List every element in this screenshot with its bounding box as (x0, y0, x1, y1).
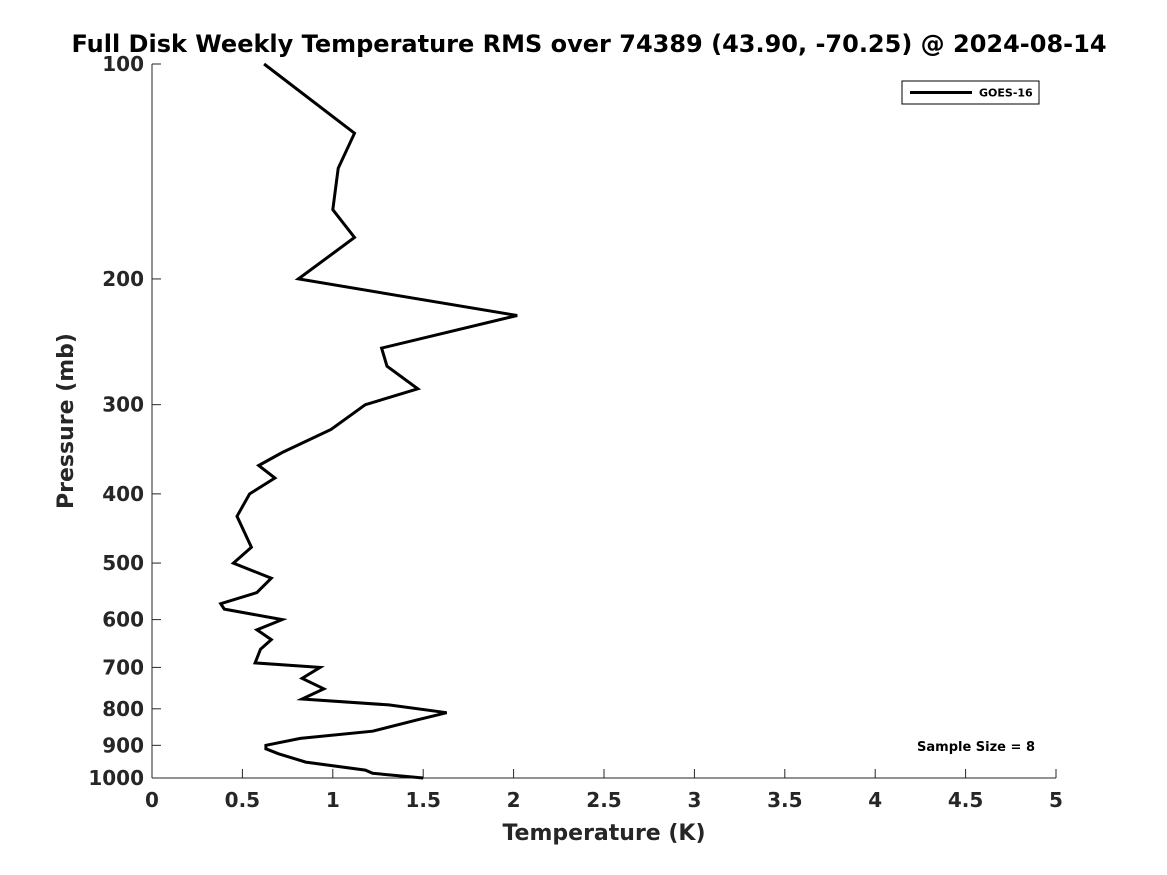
y-tick-label: 700 (102, 655, 144, 679)
x-tick-label: 2.5 (586, 788, 621, 812)
y-tick-label: 100 (102, 52, 144, 76)
x-tick-label: 2 (507, 788, 521, 812)
x-tick-label: 0 (145, 788, 159, 812)
chart-title: Full Disk Weekly Temperature RMS over 74… (71, 30, 1106, 58)
y-tick-label: 300 (102, 393, 144, 417)
x-tick-label: 1.5 (405, 788, 440, 812)
y-axis-label: Pressure (mb) (54, 333, 79, 509)
sample-size-annotation: Sample Size = 8 (917, 740, 1035, 755)
y-tick-label: 200 (102, 267, 144, 291)
legend: GOES-16 (901, 80, 1040, 105)
y-tick-label: 900 (102, 733, 144, 757)
x-tick-label: 0.5 (225, 788, 260, 812)
legend-entry-goes-16: GOES-16 (979, 87, 1033, 100)
x-axis-label: Temperature (K) (502, 821, 705, 846)
y-tick-label: 800 (102, 697, 144, 721)
x-tick-label: 4 (868, 788, 882, 812)
x-tick-label: 3.5 (767, 788, 802, 812)
x-tick-label: 5 (1049, 788, 1063, 812)
x-tick-label: 3 (687, 788, 701, 812)
y-tick-label: 600 (102, 608, 144, 632)
y-tick-label: 400 (102, 482, 144, 506)
plot-area: 0 0.5 1 1.5 2 2.5 3 3.5 4 4.5 5 100 200 300 400 500 600 7… (88, 52, 1063, 812)
series-line-goes-16 (218, 62, 518, 780)
y-tick-label: 1000 (88, 766, 144, 790)
x-tick-label: 1 (326, 788, 340, 812)
x-tick-label: 4.5 (948, 788, 983, 812)
y-tick-label: 500 (102, 551, 144, 575)
